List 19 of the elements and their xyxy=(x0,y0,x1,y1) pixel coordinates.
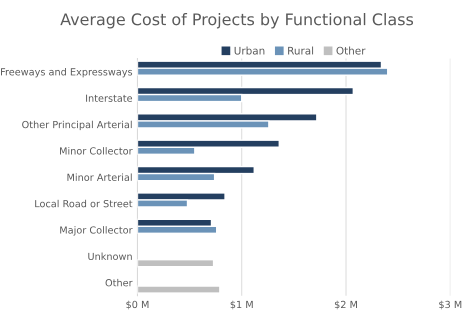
legend-label: Other xyxy=(336,46,366,55)
y-tick-label: Freeways and Expressways xyxy=(1,68,132,78)
y-tick-label: Interstate xyxy=(86,94,132,102)
x-tick-label: $2 M xyxy=(334,300,357,310)
y-tick-label: Minor Collector xyxy=(60,147,133,155)
bar xyxy=(137,259,214,268)
legend-label: Rural xyxy=(288,46,314,55)
y-tick-label: Unknown xyxy=(88,252,132,260)
bar xyxy=(137,285,221,294)
y-tick-label: Other Principal Arterial xyxy=(22,120,132,130)
y-tick-label: Major Collector xyxy=(60,226,133,236)
x-tick-label: $3 M xyxy=(439,300,462,310)
legend-label: Urban xyxy=(234,46,264,55)
y-tick-label: Other xyxy=(106,278,133,286)
x-tick-label: $1 M xyxy=(230,300,253,310)
chart-title: Average Cost of Projects by Functional Class xyxy=(60,13,414,28)
y-tick-label: Local Road or Street xyxy=(35,200,132,208)
y-tick-label: Minor Arterial xyxy=(67,173,132,181)
x-tick-label: $0 M xyxy=(126,300,148,310)
